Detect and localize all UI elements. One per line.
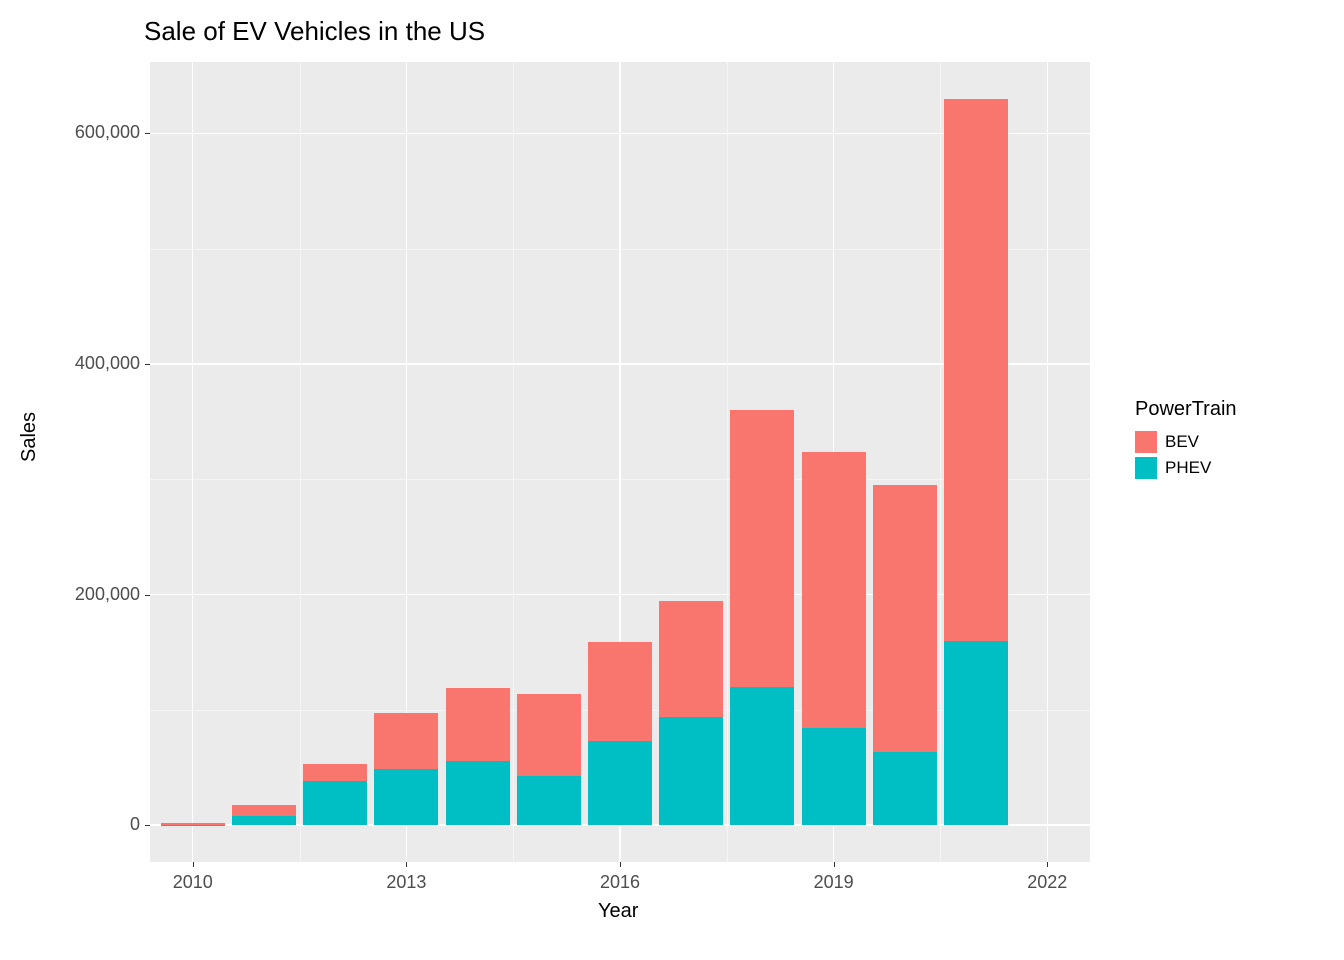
gridline-v	[1047, 62, 1049, 862]
gridline-v-minor	[940, 62, 941, 862]
x-tick-label: 2022	[1007, 872, 1087, 893]
bar-phev	[232, 816, 296, 825]
legend-item: BEV	[1135, 431, 1237, 453]
x-tick-mark	[406, 862, 407, 867]
x-axis-label: Year	[598, 900, 638, 923]
x-tick-label: 2016	[580, 872, 660, 893]
bar-bev	[873, 485, 937, 752]
x-tick-label: 2013	[366, 872, 446, 893]
bar-phev	[873, 752, 937, 825]
plot-area	[150, 62, 1090, 862]
bar-bev	[303, 764, 367, 781]
legend-swatch	[1135, 431, 1157, 453]
legend-title: PowerTrain	[1135, 398, 1237, 421]
bar-phev	[730, 687, 794, 825]
bar-phev	[659, 717, 723, 825]
bar-bev	[588, 642, 652, 741]
legend-label: PHEV	[1165, 458, 1211, 478]
bar-bev	[374, 713, 438, 768]
x-tick-label: 2010	[153, 872, 233, 893]
y-tick-mark	[145, 133, 150, 134]
y-tick-label: 0	[50, 814, 140, 835]
chart-title: Sale of EV Vehicles in the US	[144, 16, 485, 47]
bar-phev	[944, 641, 1008, 825]
y-tick-label: 600,000	[50, 122, 140, 143]
bar-bev	[232, 805, 296, 817]
y-tick-mark	[145, 364, 150, 365]
x-tick-mark	[620, 862, 621, 867]
bar-bev	[659, 601, 723, 716]
y-tick-mark	[145, 595, 150, 596]
y-tick-label: 200,000	[50, 584, 140, 605]
bar-bev	[944, 99, 1008, 641]
bar-bev	[446, 688, 510, 761]
bar-bev	[730, 410, 794, 687]
y-tick-mark	[145, 825, 150, 826]
x-tick-mark	[1047, 862, 1048, 867]
bar-bev	[517, 694, 581, 776]
gridline-v-minor	[513, 62, 514, 862]
bar-phev	[802, 728, 866, 825]
gridline-v-minor	[300, 62, 301, 862]
bar-phev	[446, 761, 510, 825]
bar-phev	[374, 769, 438, 825]
y-axis-label: Sales	[18, 412, 41, 462]
chart-container: Sale of EV Vehicles in the US Sales Year…	[0, 0, 1344, 960]
x-tick-mark	[834, 862, 835, 867]
bar-bev	[802, 452, 866, 729]
legend-label: BEV	[1165, 432, 1199, 452]
gridline-v	[192, 62, 194, 862]
x-tick-mark	[193, 862, 194, 867]
bar-phev	[588, 741, 652, 825]
gridline-v-minor	[727, 62, 728, 862]
bar-phev	[517, 776, 581, 826]
x-tick-label: 2019	[794, 872, 874, 893]
y-tick-label: 400,000	[50, 353, 140, 374]
bar-phev	[303, 781, 367, 825]
legend-item: PHEV	[1135, 457, 1237, 479]
legend-swatch	[1135, 457, 1157, 479]
bar-bev	[161, 823, 225, 824]
legend: PowerTrain BEV PHEV	[1135, 398, 1237, 483]
